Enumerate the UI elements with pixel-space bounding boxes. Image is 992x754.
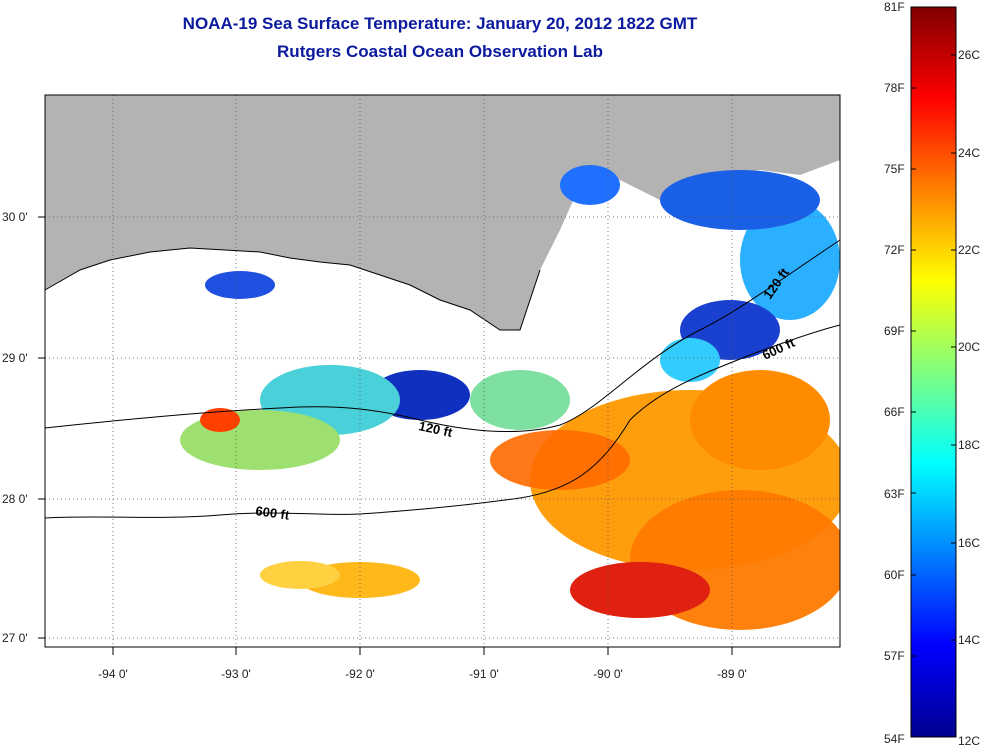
isobath-label-120-west: 120 ft — [417, 418, 454, 440]
colorbar-label-12c: 12C — [958, 734, 981, 748]
colorbar-label-22c: 22C — [958, 243, 981, 257]
colorbar-label-69f: 69F — [884, 324, 905, 338]
colorbar-label-72f: 72F — [884, 243, 905, 257]
colorbar-label-57f: 57F — [884, 649, 905, 663]
colorbar-label-66f: 66F — [884, 405, 905, 419]
colorbar-label-78f: 78F — [884, 81, 905, 95]
map-subtitle: Rutgers Coastal Ocean Observation Lab — [277, 42, 603, 61]
land-mass — [45, 95, 840, 330]
colorbar-label-75f: 75F — [884, 162, 905, 176]
colorbar-label-63f: 63F — [884, 487, 905, 501]
map-title: NOAA-19 Sea Surface Temperature: January… — [182, 14, 698, 33]
colorbar-label-18c: 18C — [958, 438, 981, 452]
colorbar-label-81f: 81F — [884, 0, 905, 14]
colorbar-ticks — [911, 54, 956, 657]
lat-label-27: 27 0' — [2, 631, 28, 645]
colorbar-label-24c: 24C — [958, 146, 981, 160]
colorbar-label-16c: 16C — [958, 536, 981, 550]
axis-ticks — [38, 216, 733, 655]
map-frame — [44, 94, 841, 648]
lon-label-93: -93 0' — [221, 667, 251, 681]
isobath-600ft — [44, 324, 841, 519]
lon-label-92: -92 0' — [345, 667, 375, 681]
grid-lines — [45, 95, 840, 647]
colorbar-label-20c: 20C — [958, 340, 981, 354]
isobath-120ft — [44, 239, 841, 432]
lon-label-90: -90 0' — [593, 667, 623, 681]
isobath-label-600-west: 600 ft — [255, 503, 291, 523]
lon-label-94: -94 0' — [98, 667, 128, 681]
colorbar-label-60f: 60F — [884, 568, 905, 582]
colorbar-label-54f: 54F — [884, 732, 905, 746]
lat-label-30: 30 0' — [2, 210, 28, 224]
lon-label-89: -89 0' — [717, 667, 747, 681]
colorbar — [910, 6, 957, 738]
colorbar-label-26c: 26C — [958, 48, 981, 62]
sst-data — [180, 165, 840, 630]
coastline — [44, 247, 541, 331]
lat-label-28: 28 0' — [2, 492, 28, 506]
colorbar-label-14c: 14C — [958, 633, 981, 647]
lon-label-91: -91 0' — [469, 667, 499, 681]
lat-label-29: 29 0' — [2, 351, 28, 365]
